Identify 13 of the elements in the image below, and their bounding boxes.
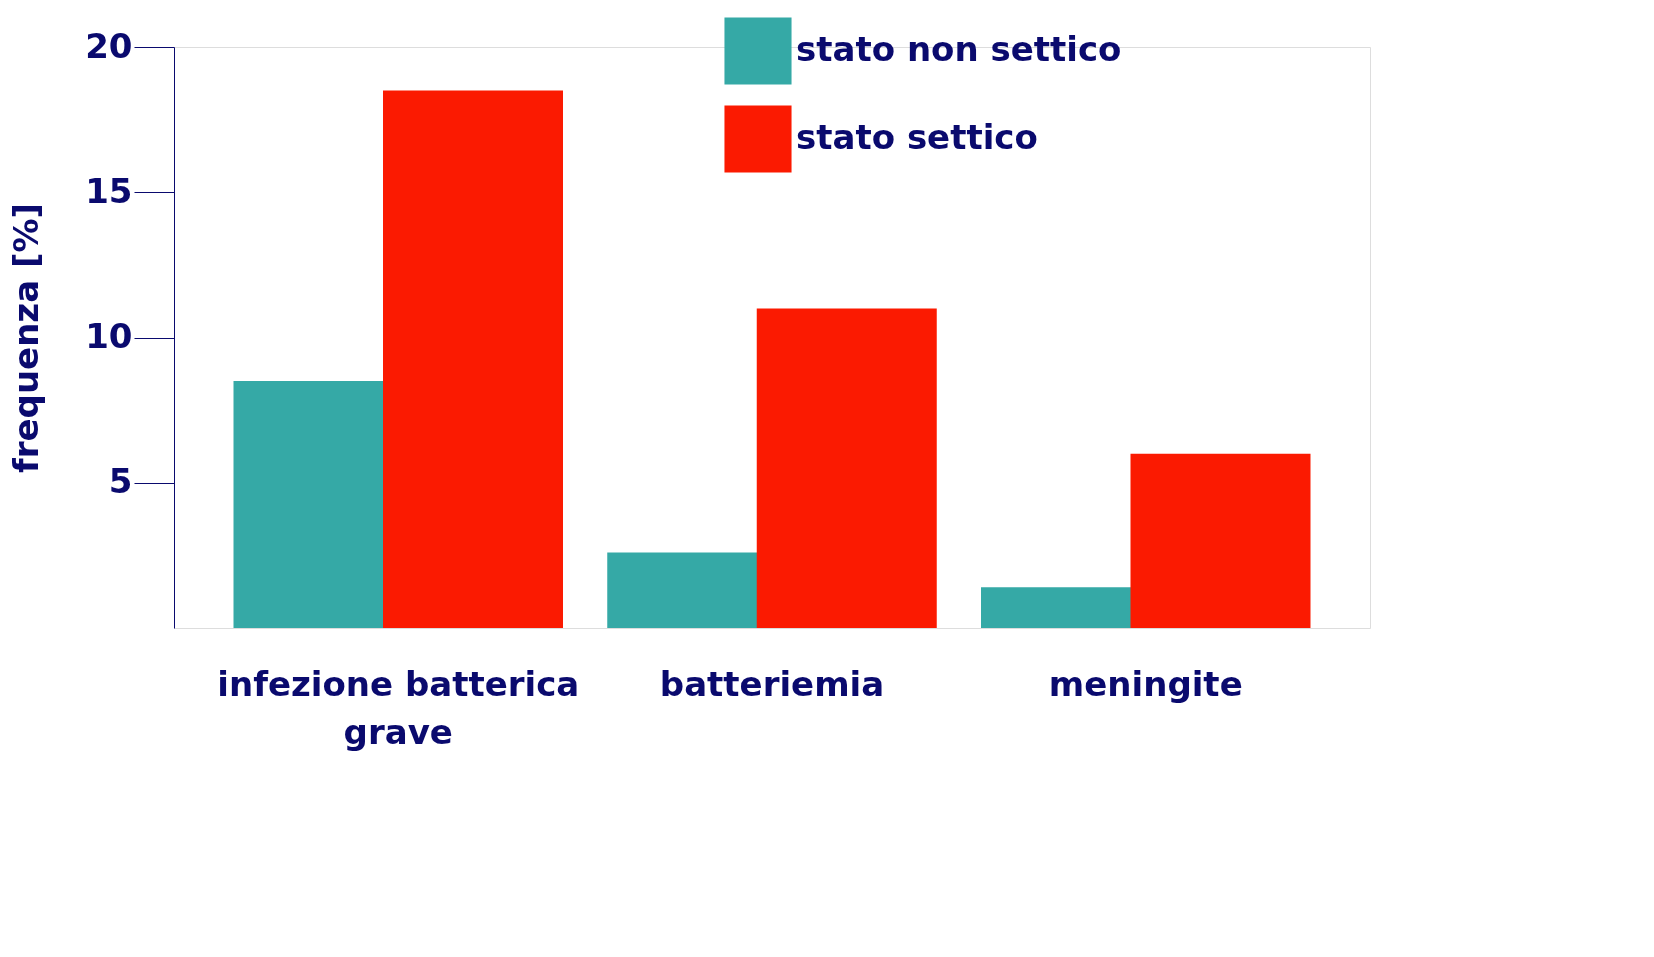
- x-tick-label: meningite: [1048, 663, 1243, 704]
- bar: [383, 90, 563, 628]
- x-tick-label: batteriemia: [659, 663, 885, 704]
- x-tick-label: infezione batterica grave: [217, 663, 580, 752]
- y-axis-title: frequenza [%]: [6, 202, 47, 474]
- bar: [756, 308, 937, 628]
- bar: [1130, 453, 1311, 628]
- y-tick-label: 15: [85, 170, 133, 211]
- y-tick-label: 10: [85, 316, 133, 356]
- legend-label: stato settico: [796, 117, 1038, 157]
- y-tick-label: 5: [108, 461, 133, 502]
- y-tick-label: 20: [85, 25, 133, 66]
- legend-label: stato non settico: [796, 29, 1122, 69]
